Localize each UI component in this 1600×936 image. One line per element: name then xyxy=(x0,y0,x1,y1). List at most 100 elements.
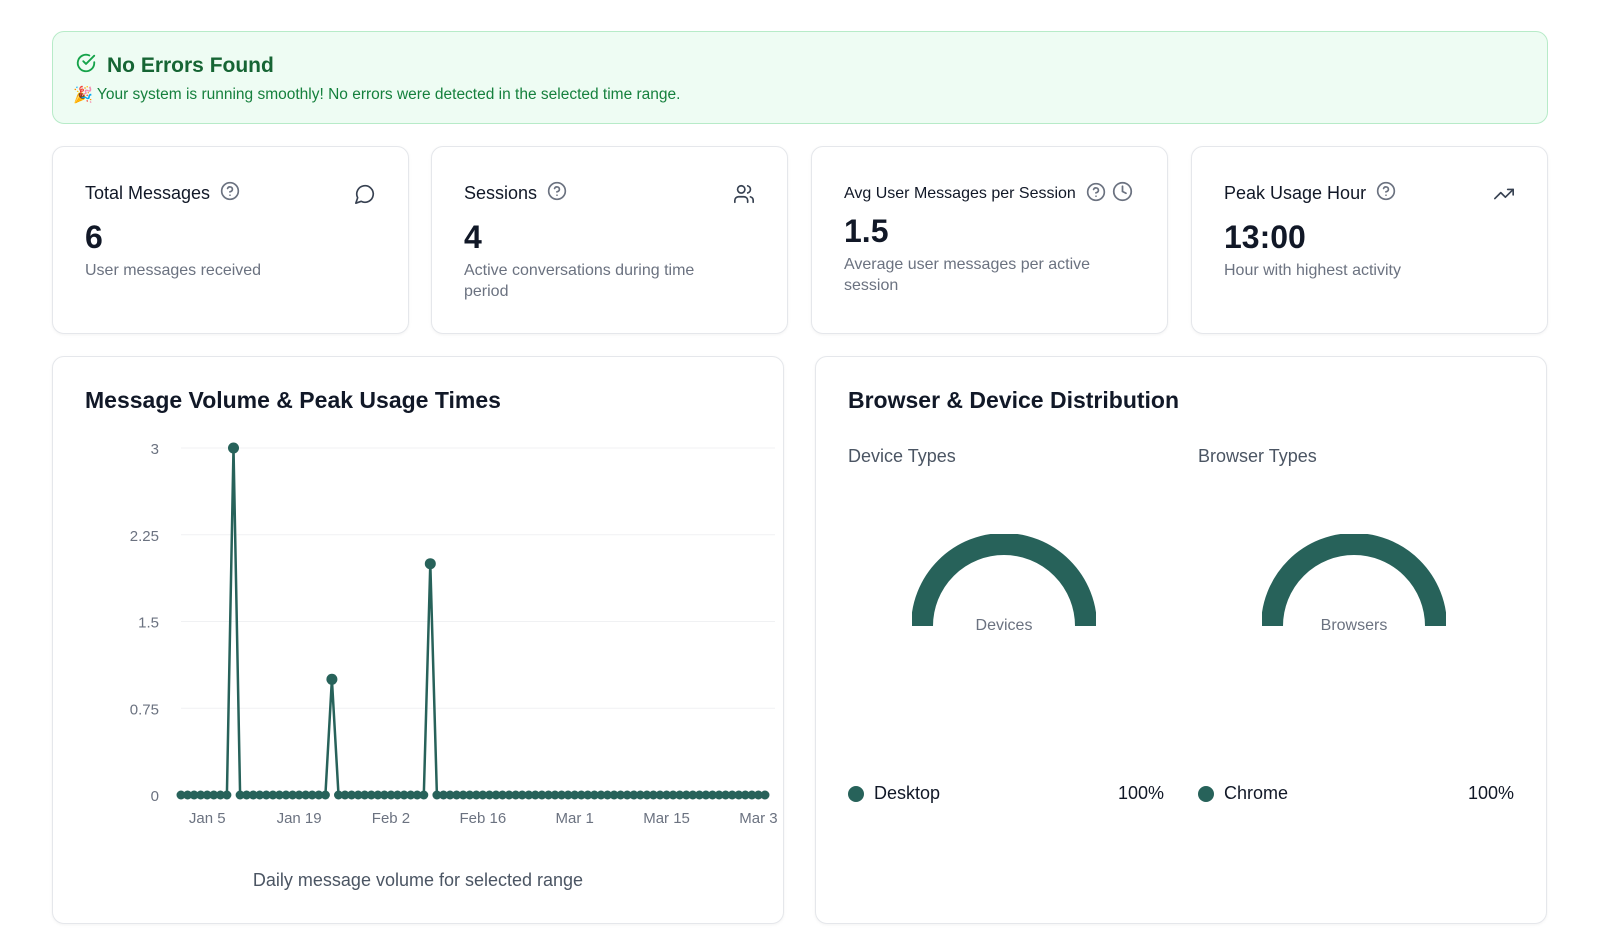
data-point xyxy=(432,790,442,800)
data-point xyxy=(386,790,396,800)
data-point xyxy=(629,790,639,800)
data-point xyxy=(648,790,658,800)
data-point xyxy=(406,790,416,800)
data-point xyxy=(399,790,409,800)
browser-types-title: Browser Types xyxy=(1198,446,1317,466)
data-point xyxy=(242,790,252,800)
x-tick-label: Jan 5 xyxy=(189,810,226,827)
data-point xyxy=(701,790,711,800)
trending-up-icon xyxy=(1493,183,1515,210)
data-point xyxy=(366,790,376,800)
x-tick-label: Mar 1 xyxy=(556,810,594,827)
data-point xyxy=(708,790,717,800)
y-tick-label: 0.75 xyxy=(130,701,159,718)
stat-label: Total Messages xyxy=(85,183,211,203)
data-point xyxy=(484,790,494,800)
legend-dot xyxy=(1198,785,1214,802)
data-point xyxy=(583,790,593,800)
data-point xyxy=(288,790,298,800)
data-point xyxy=(727,790,737,800)
panel-title: Message Volume & Peak Usage Times xyxy=(85,387,501,413)
data-point xyxy=(424,558,436,570)
data-point xyxy=(379,790,389,800)
data-point xyxy=(596,790,606,800)
data-point xyxy=(714,790,724,800)
device-gauge xyxy=(912,534,1096,627)
panel-title: Browser & Device Distribution xyxy=(848,387,1180,413)
message-volume-chart: 3 2.25 1.5 0.75 0 Jan 5 Jan 19 Feb 2 Feb 16 Mar 1… xyxy=(130,441,778,827)
data-point xyxy=(642,790,652,800)
data-point xyxy=(373,790,383,800)
data-point xyxy=(209,790,219,800)
device-gauge-label: Devices xyxy=(975,617,1033,634)
distribution-panel: Browser & Device Distribution Device Typ… xyxy=(815,356,1547,924)
data-point xyxy=(465,790,475,800)
data-point xyxy=(189,790,199,800)
data-point xyxy=(563,790,573,800)
y-tick-label: 1.5 xyxy=(138,615,159,632)
legend-percent: 100% xyxy=(1467,783,1514,803)
data-point xyxy=(471,790,481,800)
data-point xyxy=(721,790,731,800)
data-point xyxy=(694,790,704,800)
stat-card-peak-usage: Peak Usage Hour 13:00 Hour with highest … xyxy=(1191,146,1548,334)
data-point xyxy=(301,790,311,800)
data-point xyxy=(662,790,672,800)
legend-item-desktop: Desktop 100% xyxy=(848,783,1164,804)
data-point xyxy=(616,790,626,800)
help-icon[interactable] xyxy=(220,181,240,206)
y-tick-label: 0 xyxy=(151,788,159,805)
message-circle-icon xyxy=(354,183,376,210)
stat-value: 13:00 xyxy=(1224,219,1306,255)
help-icon[interactable] xyxy=(1376,181,1396,206)
users-icon xyxy=(733,183,755,210)
data-point xyxy=(228,442,239,454)
data-point xyxy=(609,790,619,800)
data-point xyxy=(504,790,514,800)
data-point xyxy=(248,790,258,800)
legend-dot xyxy=(848,785,864,802)
data-point xyxy=(334,790,343,800)
x-tick-label: Feb 16 xyxy=(459,810,506,827)
chart-caption: Daily message volume for selected range xyxy=(252,870,584,890)
data-point xyxy=(734,790,744,800)
stat-value: 6 xyxy=(85,219,103,255)
data-point xyxy=(340,790,350,800)
data-point xyxy=(537,790,547,800)
data-point xyxy=(326,673,338,685)
data-point xyxy=(760,790,770,800)
stat-value: 4 xyxy=(464,219,482,255)
help-icon[interactable] xyxy=(1086,182,1106,207)
data-point xyxy=(511,790,521,800)
data-point xyxy=(544,790,553,800)
x-tick-label: Feb 2 xyxy=(372,810,410,827)
data-point xyxy=(458,790,468,800)
device-types-title: Device Types xyxy=(848,446,956,466)
data-point xyxy=(452,790,462,800)
message-volume-panel: Message Volume & Peak Usage Times 3 2.25 1… xyxy=(52,356,784,924)
data-point xyxy=(576,790,586,800)
data-point xyxy=(517,790,527,800)
data-point xyxy=(294,790,304,800)
stat-description: Average user messages per active session xyxy=(844,256,1091,294)
data-point xyxy=(353,790,363,800)
data-point xyxy=(307,790,317,800)
data-point xyxy=(530,790,540,800)
stat-value: 1.5 xyxy=(844,213,889,249)
data-point xyxy=(557,790,567,800)
stat-card-avg-messages: Avg User Messages per Session 1.5 Averag… xyxy=(811,146,1168,334)
data-point xyxy=(603,790,612,800)
stat-description: Hour with highest activity xyxy=(1224,262,1401,279)
data-point xyxy=(314,790,324,800)
alert-message-text: Your system is running smoothly! No erro… xyxy=(96,86,681,103)
data-point xyxy=(675,790,685,800)
help-icon[interactable] xyxy=(547,181,567,206)
data-point xyxy=(215,790,225,800)
data-point xyxy=(589,790,599,800)
data-point xyxy=(445,790,455,800)
data-point xyxy=(360,790,370,800)
y-tick-label: 3 xyxy=(151,441,159,458)
stat-card-total-messages: Total Messages 6 User messages received xyxy=(52,146,409,334)
party-popper-icon: 🎉 xyxy=(73,87,93,104)
data-point xyxy=(235,790,245,800)
